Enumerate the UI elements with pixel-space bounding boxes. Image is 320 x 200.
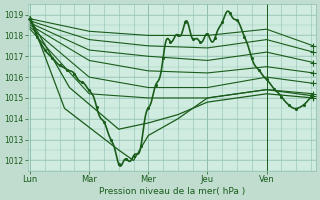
X-axis label: Pression niveau de la mer( hPa ): Pression niveau de la mer( hPa ) — [99, 187, 245, 196]
